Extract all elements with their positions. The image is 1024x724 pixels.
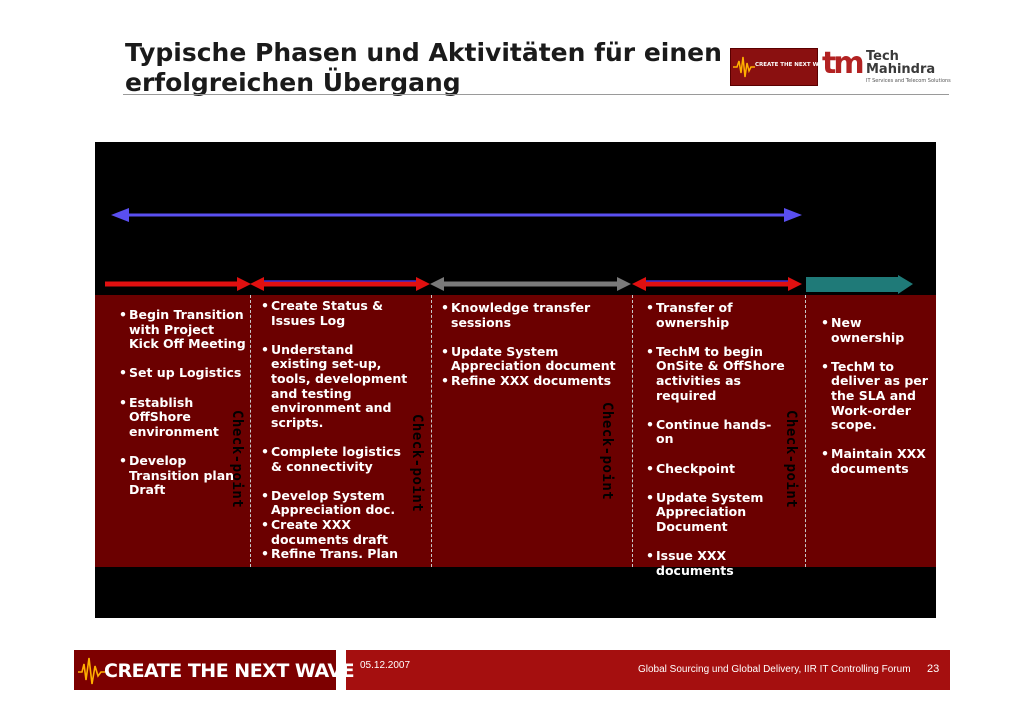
- activity-item: Complete logistics & connectivity: [261, 444, 411, 474]
- tech-mahindra-logo: tm Tech Mahindra IT Services and Telecom…: [822, 46, 951, 88]
- phase-divider: [431, 295, 432, 567]
- activity-item: Update System Appreciation document: [441, 344, 616, 374]
- activity-item: Refine Trans. Plan: [261, 546, 411, 562]
- activity-item: Set up Logistics: [119, 366, 247, 381]
- checkpoint-label: Check-point: [229, 410, 245, 509]
- phase-divider: [805, 295, 806, 567]
- wave-icon: [78, 657, 105, 685]
- tm-name-2: Mahindra: [866, 62, 936, 77]
- activity-item: Create XXX documents draft: [261, 517, 411, 547]
- phase-5-arrow: [806, 277, 898, 292]
- footer-brand-text: CREATE THE NEXT WAVE: [104, 660, 355, 682]
- phase-4-activities: Transfer of ownership TechM to begin OnS…: [646, 300, 788, 593]
- activity-item: Knowledge transfer sessions: [441, 300, 616, 330]
- activity-item: TechM to begin OnSite & OffShore activit…: [646, 344, 788, 403]
- slide-title: Typische Phasen und Aktivitäten für eine…: [125, 38, 722, 97]
- create-the-next-wave-logo: CREATE THE NEXT WAVE: [730, 48, 830, 86]
- activity-item: Checkpoint: [646, 461, 788, 477]
- phase-arrows: [105, 208, 913, 294]
- phase-1-activities: Begin Transition with Project Kick Off M…: [119, 307, 247, 512]
- checkpoint-label: Check-point: [599, 402, 615, 501]
- activity-item: New ownership: [821, 315, 929, 345]
- tm-tagline: IT Services and Telecom Solutions: [866, 78, 951, 84]
- tm-name: Tech Mahindra: [866, 50, 935, 76]
- activity-item: Refine XXX documents: [441, 373, 616, 389]
- activity-item: Establish OffShore environment: [119, 395, 247, 440]
- wave-icon: [733, 56, 755, 78]
- title-divider: [123, 94, 949, 95]
- checkpoint-label: Check-point: [783, 410, 799, 509]
- overall-arrow-right-head: [784, 208, 802, 222]
- tm-name-1: Tech: [866, 49, 899, 64]
- activity-item: Continue hands-on: [646, 417, 788, 447]
- tm-mark-icon: tm: [822, 46, 865, 81]
- activity-item: Update System Appreciation Document: [646, 490, 788, 535]
- activity-item: Create Status & Issues Log: [261, 298, 411, 328]
- overall-arrow-left-head: [111, 208, 129, 222]
- footer-date: 05.12.2007: [360, 660, 411, 671]
- footer-brand-block: CREATE THE NEXT WAVE: [74, 650, 355, 690]
- footer-separator: [336, 650, 346, 690]
- phase-5-activities: New ownership TechM to deliver as per th…: [821, 315, 929, 491]
- activity-item: Begin Transition with Project Kick Off M…: [119, 307, 247, 352]
- activity-item: Develop Transition plan Draft: [119, 453, 247, 498]
- phase-2-activities: Create Status & Issues Log Understand ex…: [261, 298, 411, 562]
- activity-item: Maintain XXX documents: [821, 446, 929, 476]
- activity-item: Transfer of ownership: [646, 300, 788, 330]
- activity-item: Develop System Appreciation doc.: [261, 488, 411, 518]
- logo-wave-text: CREATE THE NEXT WAVE: [755, 62, 831, 68]
- page-number: 23: [927, 663, 940, 675]
- activity-item: Understand existing set-up, tools, devel…: [261, 342, 411, 431]
- phase-divider: [250, 295, 251, 567]
- activity-item: TechM to deliver as per the SLA and Work…: [821, 359, 929, 433]
- checkpoint-label: Check-point: [409, 414, 425, 513]
- phase-divider: [632, 295, 633, 567]
- phase-3-activities: Knowledge transfer sessions Update Syste…: [441, 300, 616, 389]
- phase-1-arrow-head: [237, 277, 251, 291]
- footer-event: Global Sourcing und Global Delivery, IIR…: [638, 664, 911, 675]
- activity-item: Issue XXX documents: [646, 548, 788, 578]
- phase-5-arrow-head: [898, 275, 913, 294]
